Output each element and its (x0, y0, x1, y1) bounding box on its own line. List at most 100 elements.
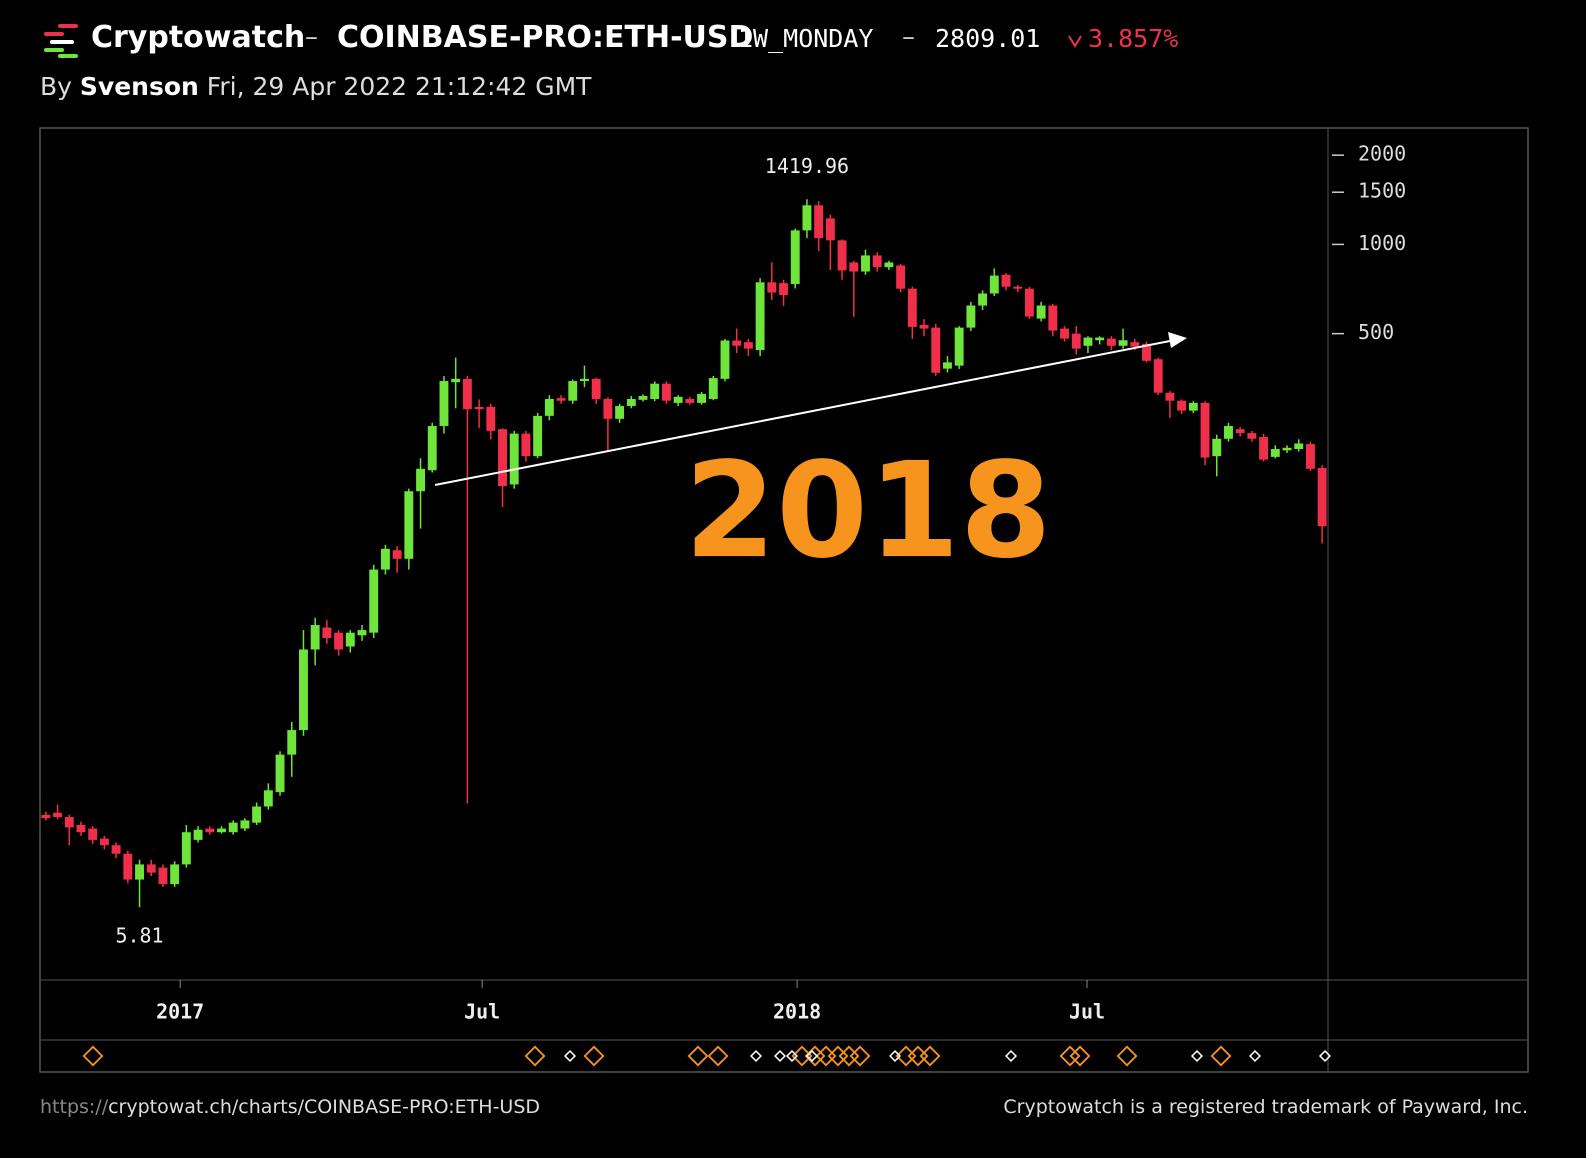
candle-body (1247, 433, 1257, 439)
candle-body (64, 817, 74, 828)
candle-body (41, 814, 51, 819)
candle-body (439, 381, 449, 427)
candle-body (345, 632, 355, 647)
event-marker (707, 1045, 729, 1067)
candle-body (720, 340, 730, 379)
brand: Cryptowatch (91, 20, 306, 55)
candle-body (943, 362, 952, 369)
event-marker (919, 1045, 941, 1067)
candle-body (814, 205, 824, 239)
y-tick-label: 1000 (1358, 231, 1406, 255)
candle-body (299, 649, 308, 731)
candle-body (1294, 443, 1304, 450)
event-marker (82, 1045, 104, 1067)
candle-body (661, 383, 671, 401)
down-arrow-icon (1068, 35, 1082, 48)
candle-body (1118, 340, 1128, 346)
candle-body (989, 275, 999, 294)
change: 3.857% (1088, 24, 1179, 53)
candle-body (170, 864, 180, 885)
candle-body (1130, 342, 1140, 347)
candle-body (638, 396, 648, 400)
low-label: 5.81 (115, 924, 163, 948)
candle-body (580, 378, 589, 382)
x-tick-label: 2018 (773, 1000, 821, 1024)
candle-body (533, 415, 543, 457)
annotation: 2018 (684, 434, 1051, 588)
candle-body (849, 262, 859, 272)
candle-body (626, 398, 636, 407)
candle-body (1282, 447, 1292, 451)
candle-body (861, 255, 870, 272)
candle-body (334, 632, 344, 650)
event-marker (791, 1045, 813, 1067)
candle-body (825, 218, 835, 241)
event-marker (1004, 1049, 1018, 1063)
candle-body (919, 324, 929, 329)
candle-body (1048, 305, 1058, 331)
trend-line (434, 340, 1171, 486)
candle-body (1177, 400, 1187, 411)
candle-body (111, 845, 121, 854)
event-marker (749, 1049, 763, 1063)
candle-body (732, 340, 742, 346)
candle-body (474, 406, 484, 410)
candle-body (369, 569, 379, 633)
candle-body (181, 832, 191, 865)
candle-body (673, 396, 683, 403)
event-marker (563, 1049, 577, 1063)
candle-body (240, 820, 250, 829)
candle-body (1071, 333, 1081, 349)
candle-body (697, 393, 707, 403)
candle-body (1259, 437, 1269, 460)
candle-body (123, 853, 133, 880)
events-row (82, 1045, 1332, 1067)
event-marker (804, 1045, 826, 1067)
candle-body (88, 828, 98, 840)
by: By (40, 72, 72, 101)
candle-body (404, 491, 414, 559)
candle-body (1200, 402, 1210, 458)
candle-body (193, 829, 203, 840)
candle-body (1165, 392, 1175, 401)
candle-body (462, 378, 472, 410)
candle-body (591, 378, 601, 399)
event-marker (895, 1045, 917, 1067)
candle-body (146, 864, 156, 873)
candle-body (978, 293, 988, 306)
event-marker (773, 1049, 787, 1063)
event-marker (1210, 1045, 1232, 1067)
candle-body (1212, 438, 1222, 457)
candle-body (1060, 328, 1069, 339)
event-marker (805, 1049, 819, 1063)
candle-body (1106, 338, 1116, 346)
candle-body (1001, 274, 1011, 287)
y-tick-label: 1500 (1358, 179, 1406, 203)
candle-body (486, 406, 496, 431)
footer-url: https://cryptowat.ch/charts/COINBASE-PRO… (40, 1096, 540, 1118)
event-marker (815, 1045, 837, 1067)
candle-body (802, 205, 812, 231)
high-label: 1419.96 (765, 154, 849, 178)
interval: 1W_MONDAY (738, 24, 874, 53)
candle-body (53, 812, 63, 818)
url: cryptowat.ch/charts/COINBASE-PRO:ETH-USD (108, 1096, 541, 1118)
event-marker (888, 1049, 902, 1063)
candle-body (1153, 359, 1163, 393)
candle-body (568, 381, 578, 401)
candle-body (1305, 444, 1315, 469)
event-marker (687, 1045, 709, 1067)
candle-body (884, 262, 894, 268)
event-marker (583, 1045, 605, 1067)
candle-body (1083, 337, 1093, 346)
candle-body (1224, 426, 1233, 439)
candle-body (521, 433, 531, 457)
candle-body (907, 288, 917, 327)
event-marker (827, 1045, 849, 1067)
candle-body (263, 790, 273, 807)
event-marker (1116, 1045, 1138, 1067)
candle-body (228, 822, 238, 833)
candle-body (837, 240, 847, 271)
candle-body (498, 429, 507, 487)
